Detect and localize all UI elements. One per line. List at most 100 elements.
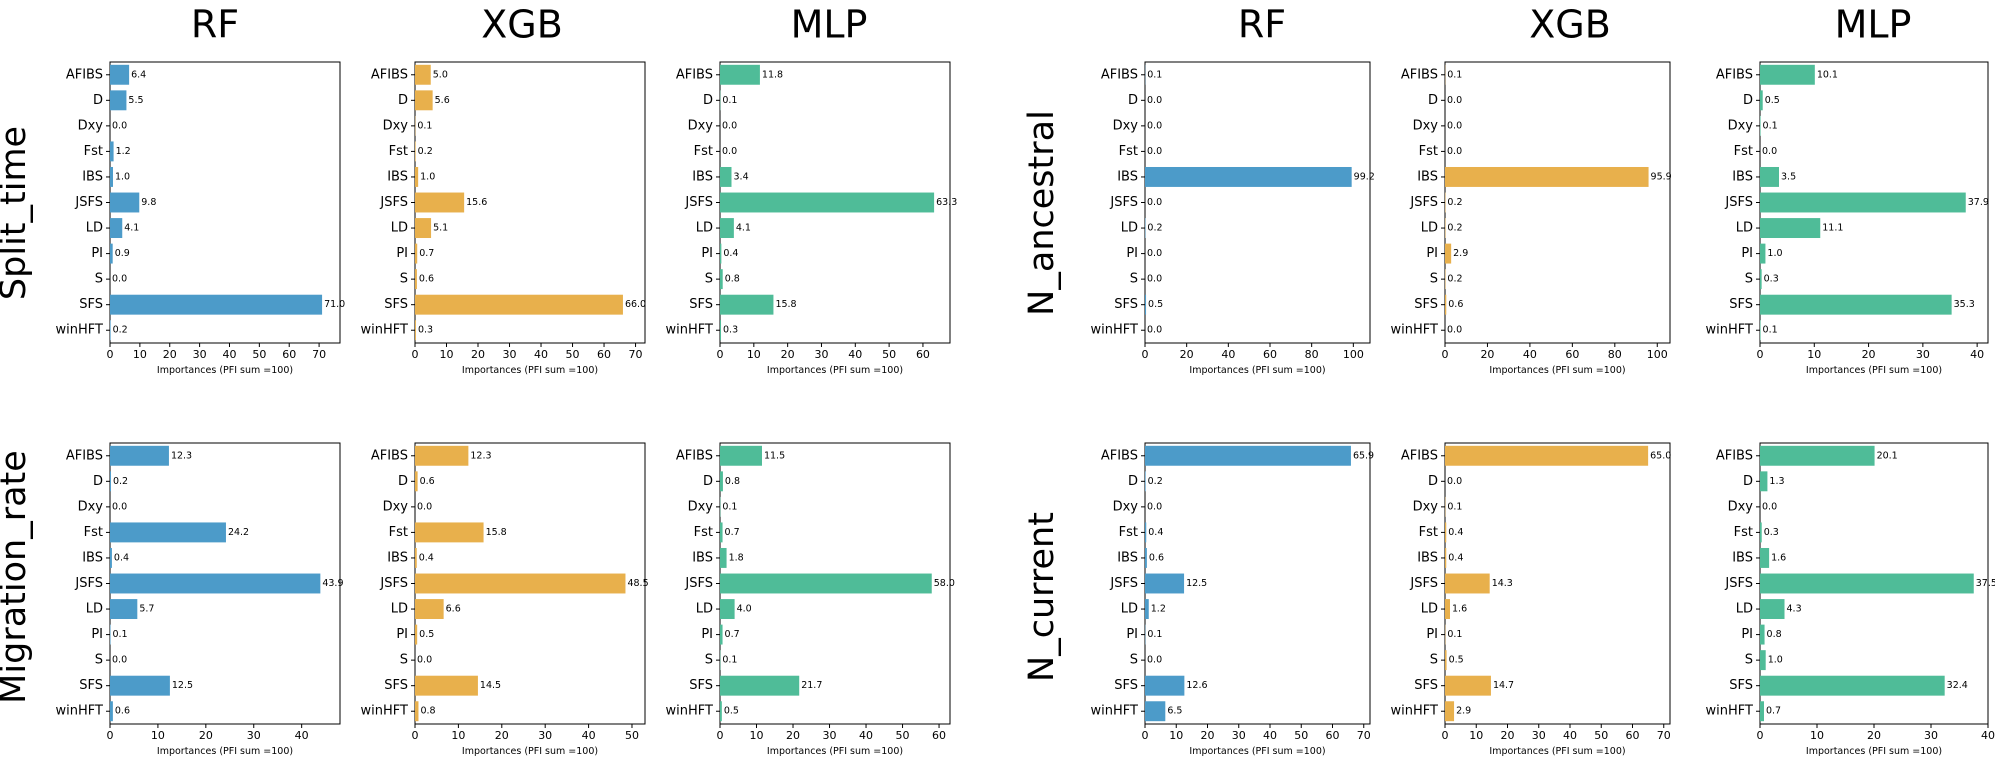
bar-split-time-xgb-fst	[415, 141, 416, 162]
category-label-split-time-rf-winhft: winHFT	[56, 323, 104, 338]
value-label-n-ancestral-mlp-fst: 0.0	[1762, 146, 1777, 157]
category-label-migration-rate-xgb-ibs: IBS	[387, 550, 408, 565]
category-label-n-ancestral-mlp-sfs: SFS	[1729, 297, 1753, 312]
category-label-split-time-rf-jsfs: JSFS	[74, 195, 103, 210]
value-label-n-current-mlp-s: 1.0	[1768, 655, 1783, 666]
bar-n-ancestral-xgb-sfs	[1445, 294, 1447, 315]
category-label-split-time-xgb-d: D	[398, 93, 408, 108]
value-label-n-current-mlp-dxy: 0.0	[1762, 501, 1777, 512]
xtick-label-n-ancestral-rf-80: 80	[1305, 348, 1319, 361]
category-label-migration-rate-mlp-ld: LD	[696, 602, 713, 617]
column-title-mlp-left: MLP	[791, 3, 868, 47]
value-label-n-current-xgb-afibs: 65.0	[1650, 450, 1671, 461]
value-label-n-current-rf-d: 0.2	[1148, 476, 1163, 487]
category-label-n-ancestral-rf-winhft: winHFT	[1091, 323, 1139, 338]
bar-migration-rate-xgb-ibs	[415, 547, 417, 568]
xtick-label-n-current-xgb-20: 20	[1501, 729, 1515, 742]
row-title-n-current: N_current	[1022, 512, 1062, 682]
bar-n-ancestral-mlp-afibs	[1760, 64, 1815, 85]
category-label-split-time-xgb-afibs: AFIBS	[371, 67, 408, 82]
xtick-label-n-ancestral-mlp-20: 20	[1862, 348, 1876, 361]
category-label-n-current-rf-d: D	[1128, 474, 1138, 489]
category-label-n-current-xgb-fst: Fst	[1419, 525, 1438, 540]
xtick-label-n-ancestral-rf-20: 20	[1180, 348, 1194, 361]
category-label-split-time-xgb-jsfs: JSFS	[379, 195, 408, 210]
category-label-n-ancestral-rf-dxy: Dxy	[1113, 118, 1139, 133]
category-label-migration-rate-rf-fst: Fst	[84, 525, 103, 540]
bar-migration-rate-xgb-sfs	[415, 675, 478, 696]
category-label-n-current-mlp-ibs: IBS	[1732, 550, 1753, 565]
category-label-n-current-xgb-jsfs: JSFS	[1409, 576, 1438, 591]
value-label-split-time-xgb-dxy: 0.1	[417, 120, 432, 131]
value-label-split-time-mlp-s: 0.8	[725, 274, 740, 285]
value-label-n-current-mlp-winhft: 0.7	[1766, 706, 1781, 717]
category-label-n-ancestral-xgb-winhft: winHFT	[1391, 323, 1439, 338]
xtick-label-split-time-xgb-30: 30	[503, 348, 517, 361]
bar-n-current-xgb-afibs	[1445, 445, 1649, 466]
category-label-migration-rate-xgb-dxy: Dxy	[383, 499, 409, 514]
value-label-split-time-rf-pi: 0.9	[115, 248, 130, 259]
xtick-label-migration-rate-xgb-0: 0	[412, 729, 419, 742]
value-label-split-time-rf-s: 0.0	[112, 274, 127, 285]
bar-migration-rate-mlp-jsfs	[720, 573, 932, 594]
value-label-migration-rate-rf-pi: 0.1	[112, 629, 127, 640]
value-label-n-current-xgb-dxy: 0.1	[1447, 501, 1462, 512]
xtick-label-n-current-xgb-30: 30	[1532, 729, 1546, 742]
value-label-n-ancestral-rf-fst: 0.0	[1147, 146, 1162, 157]
category-label-migration-rate-xgb-jsfs: JSFS	[379, 576, 408, 591]
value-label-split-time-rf-winhft: 0.2	[113, 325, 128, 336]
value-label-n-ancestral-xgb-ld: 0.2	[1447, 223, 1462, 234]
xtick-label-n-current-rf-20: 20	[1201, 729, 1215, 742]
xtick-label-migration-rate-mlp-60: 60	[932, 729, 946, 742]
category-label-n-ancestral-mlp-dxy: Dxy	[1728, 118, 1754, 133]
category-label-n-current-mlp-ld: LD	[1736, 602, 1753, 617]
value-label-n-ancestral-rf-jsfs: 0.0	[1147, 197, 1162, 208]
xtick-label-n-current-xgb-50: 50	[1594, 729, 1608, 742]
bar-migration-rate-mlp-winhft	[720, 701, 722, 722]
category-label-split-time-mlp-d: D	[703, 93, 713, 108]
xtick-label-n-ancestral-mlp-30: 30	[1916, 348, 1930, 361]
bar-migration-rate-xgb-winhft	[415, 701, 419, 722]
bar-split-time-xgb-winhft	[415, 320, 416, 341]
xtick-label-n-current-mlp-10: 10	[1810, 729, 1824, 742]
bar-n-current-xgb-winhft	[1445, 701, 1455, 722]
category-label-n-current-mlp-s: S	[1745, 653, 1753, 668]
category-label-split-time-xgb-fst: Fst	[389, 144, 408, 159]
bar-n-current-mlp-fst	[1760, 522, 1762, 543]
panel-frame-n-ancestral-rf	[1144, 61, 1371, 344]
xtick-label-n-ancestral-mlp-0: 0	[1757, 348, 1764, 361]
bar-split-time-xgb-sfs	[415, 294, 623, 315]
category-label-split-time-xgb-pi: PI	[396, 246, 408, 261]
value-label-migration-rate-mlp-fst: 0.7	[725, 527, 740, 538]
value-label-n-ancestral-mlp-ibs: 3.5	[1781, 171, 1796, 182]
value-label-n-current-mlp-ibs: 1.6	[1771, 552, 1786, 563]
value-label-n-ancestral-mlp-sfs: 35.3	[1954, 299, 1975, 310]
value-label-n-ancestral-mlp-pi: 1.0	[1767, 248, 1782, 259]
value-label-split-time-mlp-winhft: 0.3	[723, 325, 738, 336]
category-label-migration-rate-mlp-pi: PI	[701, 627, 713, 642]
bar-migration-rate-mlp-pi	[720, 624, 723, 645]
category-label-n-current-mlp-fst: Fst	[1734, 525, 1753, 540]
category-label-n-current-mlp-sfs: SFS	[1729, 678, 1753, 693]
category-label-n-current-rf-s: S	[1130, 653, 1138, 668]
category-label-n-current-xgb-ibs: IBS	[1417, 550, 1438, 565]
xtick-label-n-current-mlp-40: 40	[1981, 729, 1995, 742]
category-label-n-ancestral-xgb-dxy: Dxy	[1413, 118, 1439, 133]
value-label-n-current-rf-s: 0.0	[1147, 655, 1162, 666]
value-label-split-time-rf-afibs: 6.4	[131, 69, 146, 80]
category-label-n-ancestral-mlp-winhft: winHFT	[1706, 323, 1754, 338]
bar-n-current-mlp-d	[1760, 471, 1768, 492]
value-label-migration-rate-xgb-jsfs: 48.5	[627, 578, 648, 589]
xtick-label-split-time-mlp-10: 10	[747, 348, 761, 361]
category-label-n-current-xgb-afibs: AFIBS	[1401, 448, 1438, 463]
category-label-n-ancestral-xgb-s: S	[1430, 272, 1438, 287]
xtick-label-migration-rate-xgb-40: 40	[582, 729, 596, 742]
category-label-split-time-mlp-ld: LD	[696, 221, 713, 236]
category-label-n-current-rf-pi: PI	[1126, 627, 1138, 642]
value-label-migration-rate-mlp-sfs: 21.7	[801, 680, 822, 691]
value-label-n-current-xgb-jsfs: 14.3	[1492, 578, 1513, 589]
row-title-split-time: Split_time	[0, 126, 34, 300]
bar-migration-rate-mlp-ibs	[720, 547, 727, 568]
value-label-split-time-xgb-pi: 0.7	[419, 248, 434, 259]
